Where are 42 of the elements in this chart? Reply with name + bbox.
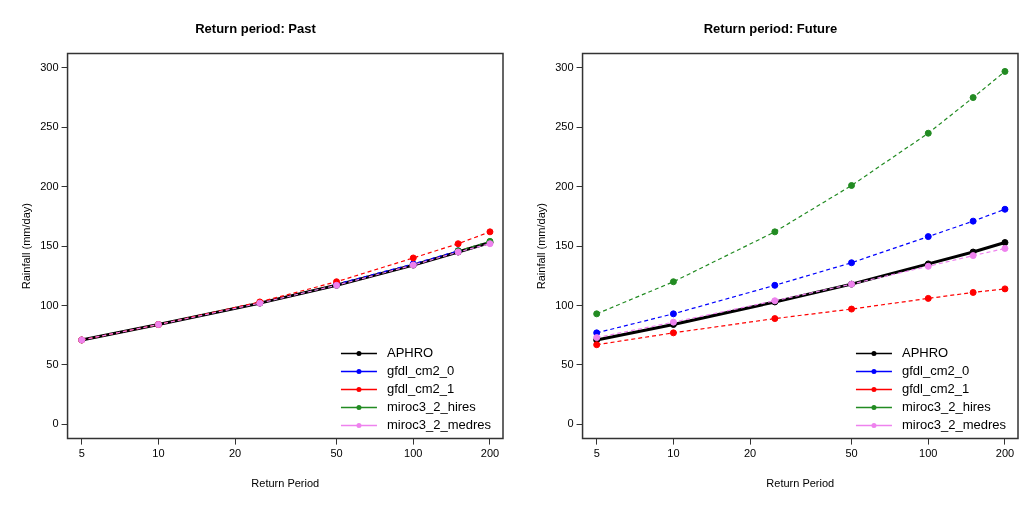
legend-label: gfdl_cm2_0 xyxy=(901,363,970,379)
legend-label: miroc3_2_medres xyxy=(386,417,492,433)
legend-label: miroc3_2_hires xyxy=(386,399,477,415)
x-tick-label: 10 xyxy=(667,447,680,460)
y-tick-label: 200 xyxy=(40,179,59,192)
legend-label: gfdl_cm2_1 xyxy=(386,381,455,397)
y-axis-title: Rainfall (mm/day) xyxy=(534,203,547,290)
x-tick-label: 200 xyxy=(995,447,1015,460)
y-tick-label: 100 xyxy=(555,298,574,311)
x-tick-label: 50 xyxy=(330,447,343,460)
y-axis-title: Rainfall (mm/day) xyxy=(19,203,32,290)
y-tick-label: 250 xyxy=(555,120,574,133)
y-tick-label: 300 xyxy=(40,60,59,73)
x-tick-label: 100 xyxy=(919,447,938,460)
legend-label: APHRO xyxy=(386,345,434,361)
x-tick-label: 10 xyxy=(152,447,165,460)
x-tick-label: 5 xyxy=(78,447,85,460)
legend-label: gfdl_cm2_0 xyxy=(386,363,455,379)
y-tick-label: 150 xyxy=(40,239,59,252)
y-tick-label: 50 xyxy=(561,357,574,370)
x-tick-label: 200 xyxy=(480,447,500,460)
y-tick-label: 0 xyxy=(52,417,59,430)
x-tick-label: 5 xyxy=(593,447,600,460)
legend-label: gfdl_cm2_1 xyxy=(901,381,970,397)
chart-title: Return period: Future xyxy=(703,21,838,37)
x-tick-label: 50 xyxy=(845,447,858,460)
y-tick-label: 300 xyxy=(555,60,574,73)
legend-label: APHRO xyxy=(901,345,949,361)
y-tick-label: 50 xyxy=(46,357,59,370)
y-tick-label: 100 xyxy=(40,298,59,311)
y-tick-label: 250 xyxy=(40,120,59,133)
x-axis-title: Return Period xyxy=(251,477,320,490)
y-tick-label: 0 xyxy=(567,417,574,430)
legend-label: miroc3_2_hires xyxy=(901,399,992,415)
x-tick-label: 20 xyxy=(744,447,757,460)
chart-title: Return period: Past xyxy=(195,21,317,37)
y-tick-label: 150 xyxy=(555,239,574,252)
x-tick-label: 20 xyxy=(229,447,242,460)
y-tick-label: 200 xyxy=(555,179,574,192)
x-axis-title: Return Period xyxy=(766,477,835,490)
legend-label: miroc3_2_medres xyxy=(901,417,1007,433)
x-tick-label: 100 xyxy=(404,447,423,460)
